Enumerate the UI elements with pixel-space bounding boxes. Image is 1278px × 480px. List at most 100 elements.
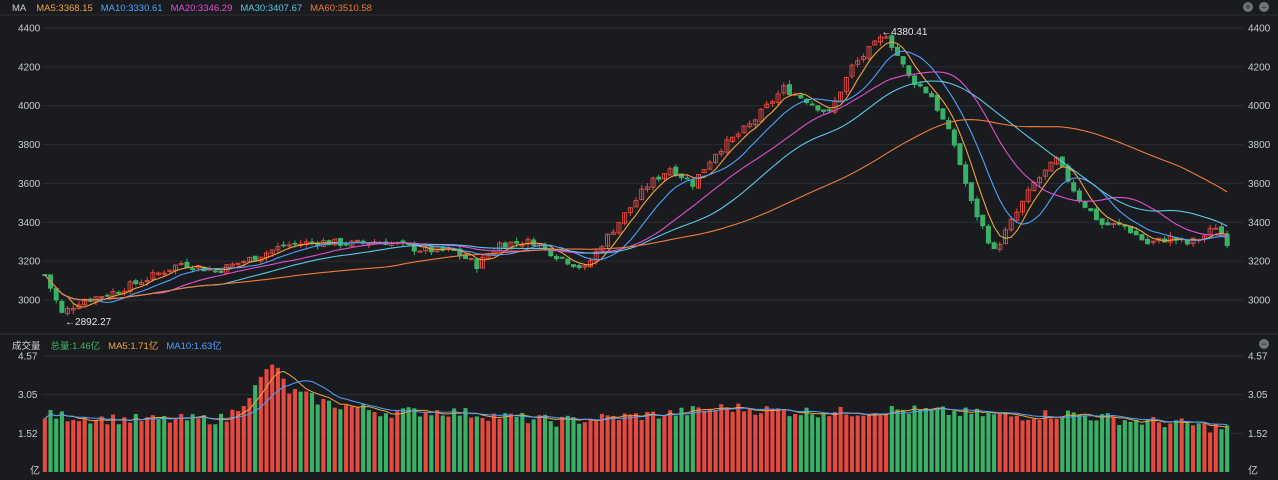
candle-body bbox=[87, 298, 93, 302]
candle-body bbox=[161, 272, 167, 275]
candle-body bbox=[104, 294, 110, 297]
candle-body bbox=[684, 177, 690, 180]
volume-bar bbox=[770, 409, 775, 472]
volume-bar bbox=[156, 419, 161, 472]
volume-bar bbox=[264, 369, 269, 472]
candle-body bbox=[525, 238, 531, 245]
candle-body bbox=[167, 269, 173, 272]
add-indicator-button[interactable]: + bbox=[1243, 2, 1253, 12]
ma5-price-legend: MA5:3368.15 bbox=[36, 2, 93, 14]
volume-bar bbox=[821, 413, 826, 472]
volume-bar bbox=[139, 421, 144, 472]
ma10-volume-line bbox=[44, 380, 1228, 425]
volume-bar bbox=[713, 410, 718, 472]
volume-bar bbox=[759, 413, 764, 472]
volume-bar bbox=[554, 426, 559, 472]
candle-body bbox=[576, 264, 582, 269]
candle-body bbox=[156, 272, 162, 275]
volume-bar bbox=[548, 421, 553, 472]
volume-bar bbox=[281, 378, 286, 472]
volume-bar bbox=[145, 417, 150, 472]
volume-bar bbox=[1003, 412, 1008, 472]
candle-body bbox=[912, 75, 918, 85]
candle-body bbox=[1042, 169, 1048, 177]
volume-bar bbox=[560, 416, 565, 472]
candle-body bbox=[1190, 237, 1196, 245]
candle-body bbox=[76, 304, 82, 309]
candle-body bbox=[354, 239, 360, 242]
volume-bar bbox=[452, 408, 457, 472]
volume-bar bbox=[668, 410, 673, 472]
volume-axis-tick-left: 亿 bbox=[30, 464, 40, 477]
candle-body bbox=[963, 164, 969, 184]
candle-body bbox=[246, 257, 252, 262]
volume-bar bbox=[679, 407, 684, 472]
volume-bar bbox=[486, 420, 491, 472]
candle-body bbox=[809, 103, 815, 106]
candle-body bbox=[1122, 224, 1128, 227]
volume-legend: 成交量 总量:1.46亿 MA5:1.71亿 MA10:1.63亿 bbox=[0, 338, 222, 352]
volume-bar bbox=[1191, 425, 1196, 472]
remove-indicator-button[interactable]: − bbox=[1259, 2, 1269, 12]
price-axis-tick-left: 3000 bbox=[18, 296, 41, 307]
price-axis-tick-right: 3200 bbox=[1248, 257, 1271, 268]
candle-body bbox=[1139, 234, 1145, 241]
volume-bar bbox=[872, 412, 877, 472]
volume-bar bbox=[804, 407, 809, 472]
volume-bar bbox=[935, 407, 940, 472]
volume-bar bbox=[93, 420, 99, 472]
volume-bar bbox=[184, 420, 189, 472]
volume-bar bbox=[207, 424, 212, 472]
price-axis-tick-left: 4200 bbox=[18, 62, 41, 73]
candle-body bbox=[423, 246, 429, 252]
candle-body bbox=[661, 173, 667, 180]
candle-body bbox=[1020, 200, 1026, 213]
candles-group bbox=[42, 32, 1230, 316]
volume-bar bbox=[417, 416, 423, 472]
volume-bar bbox=[321, 398, 326, 472]
candle-body bbox=[48, 274, 54, 289]
candle-body bbox=[349, 240, 355, 247]
volume-bar bbox=[838, 406, 843, 472]
candle-body bbox=[224, 264, 230, 275]
candle-body bbox=[946, 120, 952, 130]
candle-body bbox=[1110, 223, 1116, 226]
volume-bar bbox=[923, 408, 928, 472]
volume-bar bbox=[1196, 423, 1201, 472]
candle-body bbox=[121, 290, 127, 294]
candle-body bbox=[337, 238, 343, 246]
volume-bar bbox=[639, 419, 644, 472]
volume-collapse-button[interactable]: − bbox=[1259, 339, 1269, 349]
candle-body bbox=[559, 256, 565, 259]
volume-bar bbox=[1054, 418, 1059, 472]
volume-bar bbox=[861, 415, 866, 472]
candle-body bbox=[974, 198, 980, 218]
volume-bar bbox=[196, 418, 201, 472]
candle-body bbox=[877, 36, 883, 43]
candle-body bbox=[1150, 240, 1156, 243]
volume-bar bbox=[719, 404, 724, 472]
volume-bar bbox=[656, 418, 661, 472]
volume-bar bbox=[901, 409, 906, 472]
candle-body bbox=[1048, 161, 1054, 172]
volume-bar bbox=[1179, 418, 1184, 472]
volume-bar bbox=[849, 416, 855, 472]
volume-bar bbox=[963, 407, 968, 472]
low-price-annotation: ←2892.27 bbox=[65, 317, 112, 328]
candle-body bbox=[883, 36, 889, 39]
candle-body bbox=[1196, 239, 1202, 242]
candle-body bbox=[735, 133, 741, 137]
candle-body bbox=[781, 85, 787, 94]
candle-body bbox=[372, 242, 378, 245]
candle-body bbox=[480, 256, 486, 269]
candle-body bbox=[769, 101, 775, 104]
volume-bar bbox=[304, 391, 309, 472]
volume-bar bbox=[690, 406, 695, 472]
candle-body bbox=[508, 241, 514, 250]
ma30-price-legend: MA30:3407.67 bbox=[240, 2, 303, 14]
volume-bar bbox=[190, 414, 195, 472]
volume-bar bbox=[179, 413, 184, 472]
price-axis-tick-right: 3400 bbox=[1248, 218, 1271, 229]
candle-body bbox=[445, 248, 451, 251]
